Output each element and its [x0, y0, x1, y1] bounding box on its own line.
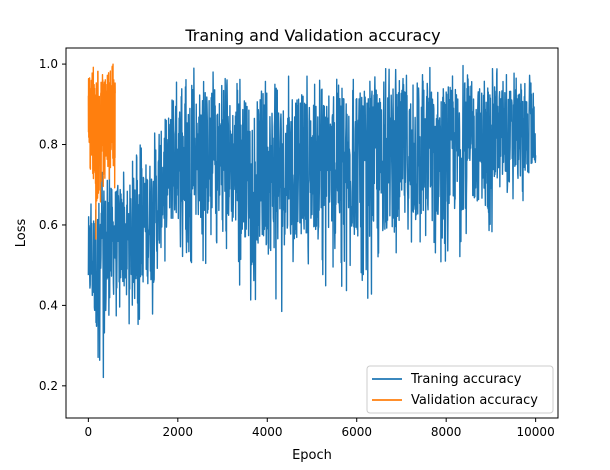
- plot-frame: [65, 47, 559, 419]
- x-axis: 0 2000 4000 6000 8000 10000: [85, 418, 555, 439]
- y-tick-label: 0.6: [39, 218, 58, 232]
- x-axis-label: Epoch: [292, 448, 332, 463]
- y-tick-label: 0.2: [39, 379, 58, 393]
- x-tick-label: 0: [85, 425, 93, 439]
- legend-label-validation: Validation accuracy: [411, 393, 538, 408]
- x-tick-label: 10000: [517, 425, 555, 439]
- x-tick-label: 8000: [431, 425, 462, 439]
- legend-box: [366, 365, 554, 414]
- y-axis-label: Loss: [14, 219, 29, 248]
- x-tick-label: 6000: [341, 425, 372, 439]
- training-accuracy-line: [87, 64, 537, 379]
- legend: Traning accuracy Validation accuracy: [366, 365, 554, 414]
- y-tick-label: 1.0: [39, 57, 58, 71]
- x-tick-label: 4000: [252, 425, 283, 439]
- chart-title: Traning and Validation accuracy: [184, 26, 440, 45]
- y-tick-label: 0.4: [39, 298, 58, 312]
- y-axis: 0.2 0.4 0.6 0.8 1.0: [39, 57, 66, 393]
- series-layer: [87, 63, 537, 379]
- legend-label-training: Traning accuracy: [410, 372, 522, 387]
- validation-accuracy-line: [87, 63, 116, 240]
- x-tick-label: 2000: [163, 425, 194, 439]
- y-tick-label: 0.8: [39, 138, 58, 152]
